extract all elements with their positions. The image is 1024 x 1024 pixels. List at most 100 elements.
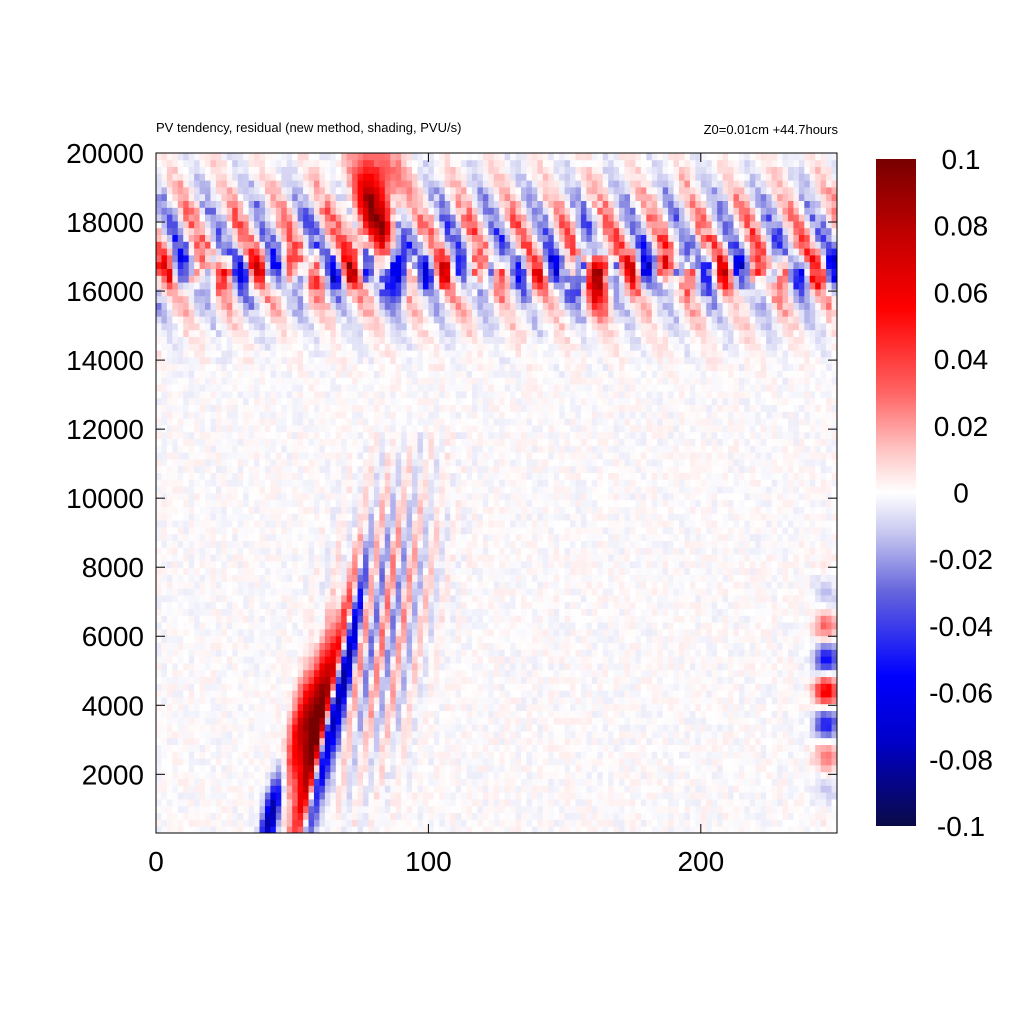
heatmap-cell xyxy=(809,785,816,793)
heatmap-cell xyxy=(787,595,794,603)
heatmap-cell xyxy=(619,717,625,725)
heatmap-cell xyxy=(515,649,522,657)
heatmap-cell xyxy=(542,731,549,739)
heatmap-cell xyxy=(798,812,805,820)
heatmap-cell xyxy=(782,581,789,589)
heatmap-cell xyxy=(363,717,369,725)
heatmap-cell xyxy=(264,595,271,603)
heatmap-cell xyxy=(619,622,625,630)
heatmap-cell xyxy=(782,601,789,609)
heatmap-cell xyxy=(482,785,489,793)
heatmap-cell xyxy=(580,656,587,664)
heatmap-cell xyxy=(809,574,816,582)
heatmap-cell xyxy=(482,588,489,596)
heatmap-cell xyxy=(733,826,740,834)
heatmap-cell xyxy=(243,608,250,616)
heatmap-cell xyxy=(439,601,446,609)
heatmap-cell xyxy=(787,629,794,637)
heatmap-cell xyxy=(602,635,609,643)
heatmap-cell xyxy=(384,771,391,779)
heatmap-cell xyxy=(335,826,342,834)
heatmap-cell xyxy=(199,751,206,759)
heatmap-cell xyxy=(662,595,669,603)
heatmap-cell xyxy=(597,588,604,596)
heatmap-cell xyxy=(564,717,571,725)
heatmap-cell xyxy=(553,635,560,643)
heatmap-cell xyxy=(744,799,751,807)
heatmap-cell xyxy=(477,751,484,759)
heatmap-cell xyxy=(760,567,767,575)
heatmap-cell xyxy=(308,663,315,671)
heatmap-cell xyxy=(608,717,615,725)
heatmap-cell xyxy=(777,758,783,766)
heatmap-cell xyxy=(324,771,331,779)
heatmap-cell xyxy=(771,819,778,827)
heatmap-cell xyxy=(161,683,168,691)
heatmap-cell xyxy=(346,771,353,779)
heatmap-cell xyxy=(504,642,511,650)
heatmap-cell xyxy=(646,805,653,813)
heatmap-cell xyxy=(254,581,260,589)
heatmap-cell xyxy=(711,717,718,725)
heatmap-cell xyxy=(183,703,190,711)
heatmap-cell xyxy=(172,703,179,711)
heatmap-cell xyxy=(215,744,222,752)
heatmap-cell xyxy=(379,778,386,786)
heatmap-cell xyxy=(646,690,653,698)
heatmap-cell xyxy=(755,710,762,718)
heatmap-cell xyxy=(673,758,680,766)
heatmap-cell xyxy=(559,649,565,657)
heatmap-cell xyxy=(363,642,369,650)
heatmap-cell xyxy=(417,629,424,637)
heatmap-cell xyxy=(608,622,615,630)
heatmap-cell xyxy=(341,567,348,575)
heatmap-cell xyxy=(613,567,620,575)
heatmap-cell xyxy=(646,629,653,637)
heatmap-cell xyxy=(531,710,538,718)
heatmap-cell xyxy=(493,642,500,650)
heatmap-cell xyxy=(161,595,168,603)
heatmap-cell xyxy=(766,765,773,773)
heatmap-cell xyxy=(166,785,173,793)
heatmap-cell xyxy=(275,656,282,664)
heatmap-cell xyxy=(461,717,467,725)
heatmap-cell xyxy=(308,710,315,718)
heatmap-cell xyxy=(809,792,816,800)
heatmap-cell xyxy=(406,690,413,698)
heatmap-cell xyxy=(303,588,309,596)
heatmap-cell xyxy=(526,697,533,705)
heatmap-cell xyxy=(640,629,647,637)
heatmap-cell xyxy=(777,588,783,596)
heatmap-cell xyxy=(521,676,527,684)
heatmap-cell xyxy=(303,663,309,671)
heatmap-cell xyxy=(679,710,685,718)
heatmap-cell xyxy=(422,635,429,643)
heatmap-cell xyxy=(177,635,184,643)
heatmap-cell xyxy=(286,574,293,582)
heatmap-cell xyxy=(433,724,440,732)
heatmap-cell xyxy=(275,771,282,779)
heatmap-cell xyxy=(401,744,408,752)
heatmap-cell xyxy=(804,737,811,745)
heatmap-cell xyxy=(706,792,713,800)
heatmap-cell xyxy=(433,710,440,718)
heatmap-cell xyxy=(466,799,473,807)
heatmap-cell xyxy=(515,785,522,793)
heatmap-cell xyxy=(433,622,440,630)
heatmap-cell xyxy=(766,642,773,650)
heatmap-cell xyxy=(330,642,337,650)
heatmap-cell xyxy=(613,799,620,807)
heatmap-cell xyxy=(412,635,418,643)
heatmap-cell xyxy=(695,669,702,677)
heatmap-cell xyxy=(733,683,740,691)
heatmap-cell xyxy=(232,751,239,759)
heatmap-cell xyxy=(684,710,691,718)
heatmap-cell xyxy=(215,601,222,609)
heatmap-cell xyxy=(455,663,462,671)
heatmap-cell xyxy=(657,588,664,596)
heatmap-cell xyxy=(700,805,707,813)
heatmap-cell xyxy=(161,724,168,732)
heatmap-cell xyxy=(439,778,446,786)
heatmap-cell xyxy=(313,819,320,827)
heatmap-cell xyxy=(700,642,707,650)
